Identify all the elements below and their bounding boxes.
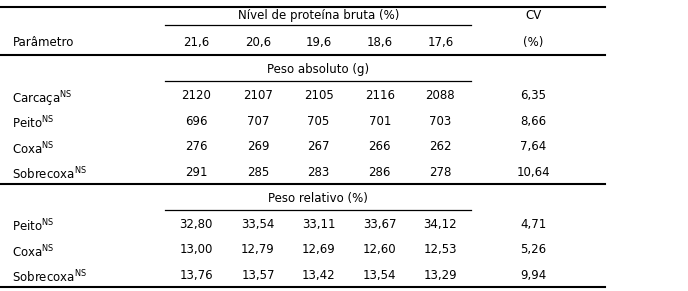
- Text: 32,80: 32,80: [180, 218, 213, 231]
- Text: Coxa$^{\mathregular{NS}}$: Coxa$^{\mathregular{NS}}$: [12, 141, 55, 157]
- Text: 5,26: 5,26: [520, 243, 546, 256]
- Text: 269: 269: [247, 141, 269, 153]
- Text: 705: 705: [308, 115, 330, 128]
- Text: Carcaça$^{\mathregular{NS}}$: Carcaça$^{\mathregular{NS}}$: [12, 89, 73, 109]
- Text: 4,71: 4,71: [520, 218, 546, 231]
- Text: 12,79: 12,79: [241, 243, 275, 256]
- Text: 267: 267: [308, 141, 330, 153]
- Text: 6,35: 6,35: [520, 89, 546, 102]
- Text: (%): (%): [523, 36, 544, 49]
- Text: 291: 291: [185, 166, 207, 179]
- Text: 286: 286: [369, 166, 391, 179]
- Text: 18,6: 18,6: [367, 36, 393, 49]
- Text: 12,69: 12,69: [301, 243, 336, 256]
- Text: 20,6: 20,6: [245, 36, 271, 49]
- Text: Peito$^{\mathregular{NS}}$: Peito$^{\mathregular{NS}}$: [12, 218, 54, 234]
- Text: 2120: 2120: [181, 89, 211, 102]
- Text: 696: 696: [185, 115, 207, 128]
- Text: 13,54: 13,54: [363, 269, 396, 282]
- Text: 33,11: 33,11: [302, 218, 335, 231]
- Text: 34,12: 34,12: [424, 218, 457, 231]
- Text: 262: 262: [429, 141, 451, 153]
- Text: 283: 283: [308, 166, 330, 179]
- Text: 13,00: 13,00: [180, 243, 213, 256]
- Text: 707: 707: [247, 115, 269, 128]
- Text: 7,64: 7,64: [520, 141, 546, 153]
- Text: 19,6: 19,6: [305, 36, 332, 49]
- Text: Peso relativo (%): Peso relativo (%): [268, 192, 368, 205]
- Text: 2107: 2107: [243, 89, 273, 102]
- Text: 17,6: 17,6: [427, 36, 453, 49]
- Text: Sobrecoxa$^{\mathregular{NS}}$: Sobrecoxa$^{\mathregular{NS}}$: [12, 269, 87, 286]
- Text: 10,64: 10,64: [517, 166, 550, 179]
- Text: Coxa$^{\mathregular{NS}}$: Coxa$^{\mathregular{NS}}$: [12, 243, 55, 260]
- Text: 2105: 2105: [303, 89, 334, 102]
- Text: 13,76: 13,76: [180, 269, 213, 282]
- Text: Nível de proteína bruta (%): Nível de proteína bruta (%): [237, 9, 399, 22]
- Text: Peso absoluto (g): Peso absoluto (g): [267, 63, 369, 76]
- Text: 12,53: 12,53: [424, 243, 457, 256]
- Text: 2088: 2088: [425, 89, 455, 102]
- Text: 8,66: 8,66: [520, 115, 546, 128]
- Text: 21,6: 21,6: [183, 36, 209, 49]
- Text: 13,42: 13,42: [302, 269, 335, 282]
- Text: 703: 703: [429, 115, 451, 128]
- Text: Peito$^{\mathregular{NS}}$: Peito$^{\mathregular{NS}}$: [12, 115, 54, 131]
- Text: 9,94: 9,94: [520, 269, 546, 282]
- Text: 33,67: 33,67: [363, 218, 396, 231]
- Text: 12,60: 12,60: [363, 243, 396, 256]
- Text: Sobrecoxa$^{\mathregular{NS}}$: Sobrecoxa$^{\mathregular{NS}}$: [12, 166, 87, 183]
- Text: CV: CV: [525, 9, 541, 22]
- Text: 13,29: 13,29: [424, 269, 457, 282]
- Text: 13,57: 13,57: [241, 269, 275, 282]
- Text: 285: 285: [247, 166, 269, 179]
- Text: 2116: 2116: [365, 89, 395, 102]
- Text: 278: 278: [429, 166, 451, 179]
- Text: 276: 276: [185, 141, 207, 153]
- Text: 701: 701: [369, 115, 391, 128]
- Text: 33,54: 33,54: [241, 218, 275, 231]
- Text: Parâmetro: Parâmetro: [12, 36, 74, 49]
- Text: 266: 266: [369, 141, 391, 153]
